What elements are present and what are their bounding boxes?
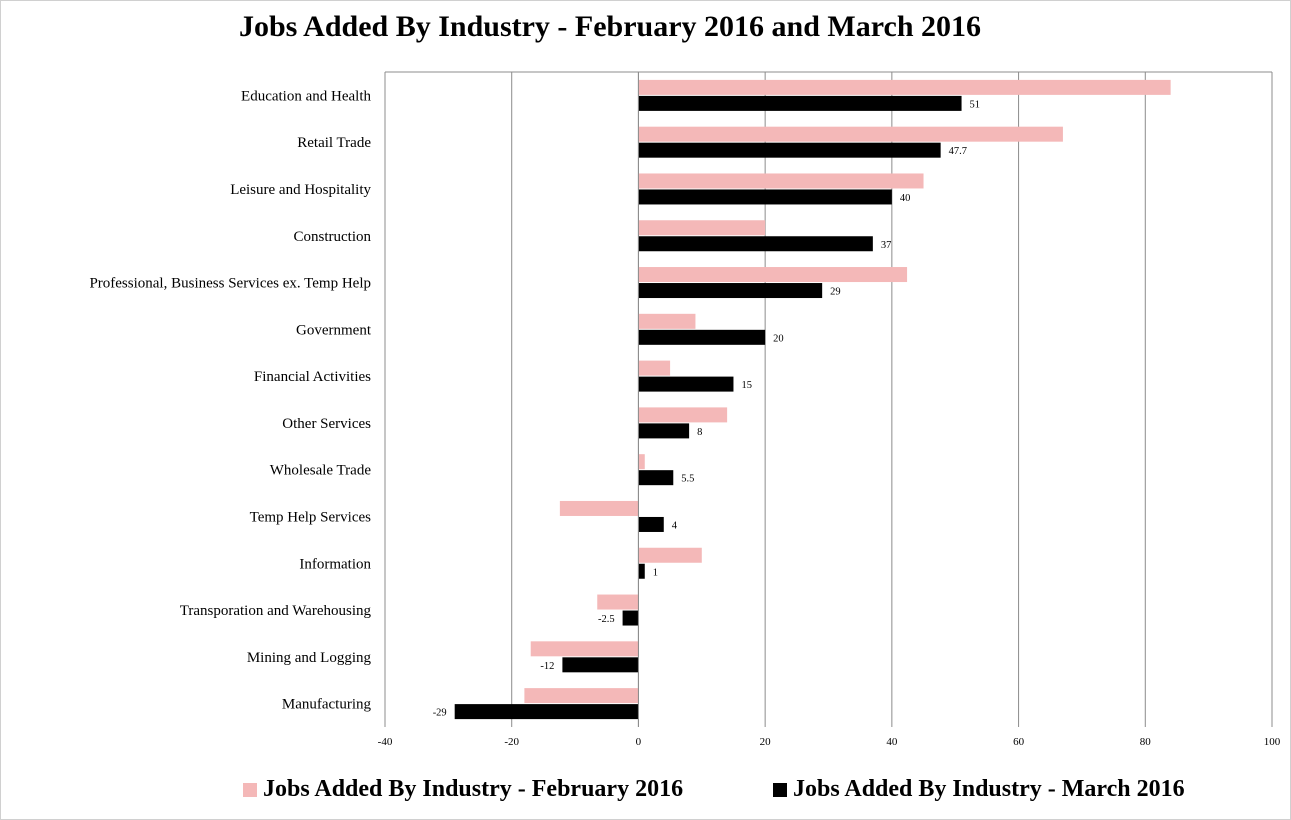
category-label: Financial Activities xyxy=(254,369,371,385)
bar-february xyxy=(638,79,1171,95)
bar-february xyxy=(638,220,766,236)
bar-february xyxy=(597,594,639,610)
x-tick-label: -20 xyxy=(504,736,519,748)
data-label-march: -2.5 xyxy=(598,614,615,625)
category-label: Mining and Logging xyxy=(247,650,372,666)
legend-swatch-february xyxy=(243,782,257,797)
category-label: Professional, Business Services ex. Temp… xyxy=(89,276,371,292)
category-label: Information xyxy=(299,556,371,572)
category-label: Wholesale Trade xyxy=(270,463,372,479)
bar-march xyxy=(638,563,645,579)
category-label: Government xyxy=(296,322,372,338)
bar-march xyxy=(638,283,823,299)
bar-february xyxy=(530,641,639,657)
x-tick-label: 100 xyxy=(1264,736,1281,748)
category-label: Education and Health xyxy=(241,88,371,104)
category-label: Transporation and Warehousing xyxy=(180,603,372,619)
legend-item-february: Jobs Added By Industry - February 2016 xyxy=(243,776,683,803)
data-label-march: 20 xyxy=(773,333,784,344)
legend-label-march: Jobs Added By Industry - March 2016 xyxy=(793,776,1185,802)
bar-march xyxy=(622,610,639,626)
bar-february xyxy=(559,500,639,516)
data-label-march: -12 xyxy=(540,661,554,672)
category-label: Manufacturing xyxy=(282,697,372,713)
bar-february xyxy=(638,407,728,423)
bar-march xyxy=(638,236,873,252)
data-label-march: 5.5 xyxy=(681,474,694,485)
bar-march xyxy=(562,657,639,673)
bar-march xyxy=(638,142,941,158)
x-tick-label: -40 xyxy=(378,736,393,748)
data-label-march: -29 xyxy=(433,708,447,719)
category-label: Temp Help Services xyxy=(250,509,372,525)
category-label: Construction xyxy=(294,229,372,245)
bar-february xyxy=(638,547,702,563)
category-label: Retail Trade xyxy=(297,135,371,151)
bar-march xyxy=(638,470,674,486)
bar-february xyxy=(638,454,645,470)
data-label-march: 51 xyxy=(970,99,981,110)
bar-march xyxy=(638,516,664,532)
bar-chart: -40 -20 0 20 40 60 80 100 Education and Health 51… xyxy=(89,71,1281,748)
bar-february xyxy=(638,360,671,376)
bar-march xyxy=(454,704,639,720)
x-tick-label: 20 xyxy=(760,736,772,748)
data-label-march: 37 xyxy=(881,240,892,251)
x-tick-label: 60 xyxy=(1013,736,1025,748)
legend-label-february: Jobs Added By Industry - February 2016 xyxy=(263,776,684,802)
bar-march xyxy=(638,95,962,111)
bar-march xyxy=(638,329,766,345)
bar-february xyxy=(638,173,924,189)
legend: Jobs Added By Industry - February 2016 J… xyxy=(0,776,1291,810)
bar-february xyxy=(638,126,1063,142)
data-label-march: 4 xyxy=(672,520,678,531)
bar-march xyxy=(638,423,690,439)
data-label-march: 15 xyxy=(741,380,752,391)
x-tick-label: 40 xyxy=(886,736,898,748)
x-tick-label: 80 xyxy=(1140,736,1152,748)
bar-march xyxy=(638,376,734,392)
bar-february xyxy=(524,688,639,704)
bar-march xyxy=(638,189,892,205)
category-label: Other Services xyxy=(282,416,371,432)
data-label-march: 47.7 xyxy=(949,146,967,157)
category-label: Leisure and Hospitality xyxy=(230,182,371,198)
data-label-march: 29 xyxy=(830,287,841,298)
data-label-march: 1 xyxy=(653,567,658,578)
data-label-march: 8 xyxy=(697,427,702,438)
bar-february xyxy=(638,267,908,283)
bar-february xyxy=(638,313,696,329)
legend-item-march: Jobs Added By Industry - March 2016 xyxy=(773,776,1185,803)
x-tick-label: 0 xyxy=(636,736,642,748)
data-label-march: 40 xyxy=(900,193,911,204)
chart-title: Jobs Added By Industry - February 2016 a… xyxy=(238,10,982,43)
legend-swatch-march xyxy=(773,782,787,797)
